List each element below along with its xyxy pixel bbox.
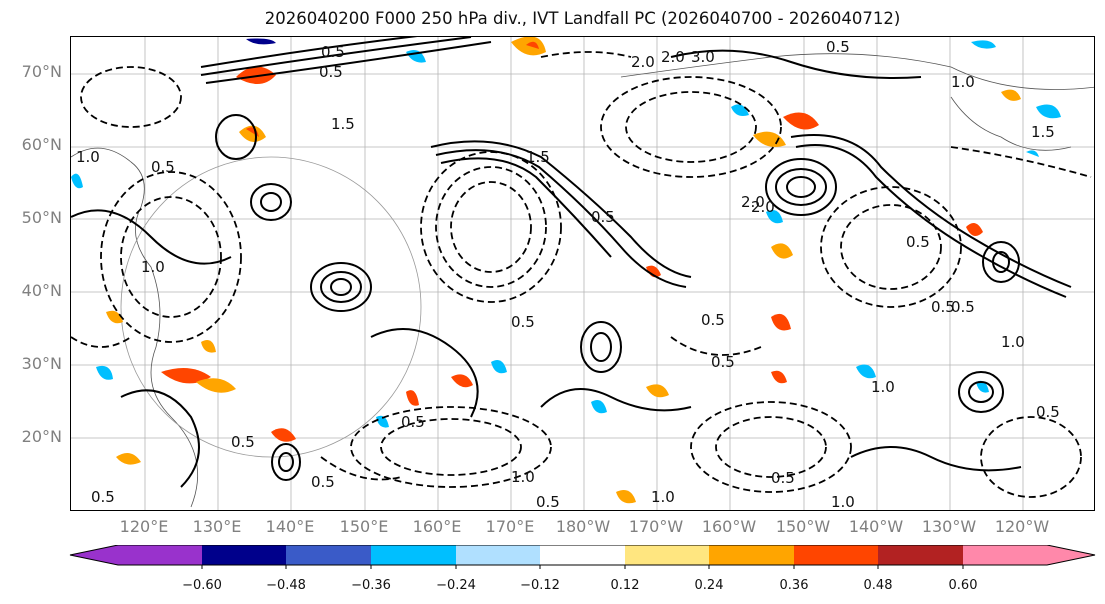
contour-label: 1.0	[141, 258, 165, 276]
gridlines	[71, 37, 1094, 510]
colorbar-segment	[202, 545, 286, 565]
colorbar-segment	[540, 545, 625, 565]
colorbar-segment	[456, 545, 540, 565]
contour-label: 1.0	[831, 493, 855, 511]
colorbar-tick-label: 0.48	[863, 578, 893, 593]
contour-label: 1.5	[1031, 123, 1055, 141]
colorbar-tick-label: 0.36	[779, 578, 809, 593]
contour-label: 1.0	[651, 488, 675, 506]
contour-label: 0.5	[511, 313, 535, 331]
dashed-contours	[71, 51, 1092, 498]
colorbar-segment	[118, 545, 202, 565]
contour-label: 2.0	[751, 198, 775, 216]
lat-label-40n: 40°N	[21, 281, 62, 300]
colorbar-segment	[878, 545, 963, 565]
colorbar-segment	[371, 545, 456, 565]
contour-label: 0.5	[311, 473, 335, 491]
contour-label: 1.0	[951, 73, 975, 91]
solid-contours	[71, 37, 1072, 488]
contour-label: 0.5	[231, 433, 255, 451]
contour-label: 2.0	[661, 48, 685, 66]
map-canvas: 0.5 1.0 1.5 2.0 0.5 1.5 2.0 0.5 1.0 0.5 …	[71, 37, 1094, 511]
contour-label: 0.5	[906, 233, 930, 251]
contour-label: 0.5	[151, 158, 175, 176]
contour-label: 1.0	[76, 148, 100, 166]
colorbar	[69, 545, 1096, 569]
lon-label-140e: 140°E	[265, 517, 315, 536]
lat-label-50n: 50°N	[21, 208, 62, 227]
colorbar-tick-label: 0.24	[694, 578, 724, 593]
lon-label-140w: 140°W	[848, 517, 904, 536]
contour-label: 1.5	[331, 115, 355, 133]
contour-label: 2.0	[631, 53, 655, 71]
contour-label: 0.5	[401, 413, 425, 431]
colorbar-extend-low	[70, 545, 118, 565]
contour-label: 2.0	[741, 193, 765, 211]
contour-label: 0.5	[771, 469, 795, 487]
lat-label-70n: 70°N	[21, 62, 62, 81]
lon-label-160w: 160°W	[701, 517, 757, 536]
colorbar-tick-label: 0.60	[948, 578, 978, 593]
lon-label-120w: 120°W	[994, 517, 1050, 536]
colorbar-tick-label: −0.48	[266, 578, 306, 593]
contour-label: 0.5	[951, 298, 975, 316]
lon-label-170w: 170°W	[628, 517, 684, 536]
map-area[interactable]: 0.5 1.0 1.5 2.0 0.5 1.5 2.0 0.5 1.0 0.5 …	[70, 36, 1095, 511]
contour-label: 0.5	[826, 38, 850, 56]
contour-label: 0.5	[711, 353, 735, 371]
colorbar-segment	[286, 545, 371, 565]
contour-label: 3.0	[691, 48, 715, 66]
lat-label-30n: 30°N	[21, 354, 62, 373]
colorbar-extend-high	[1047, 545, 1095, 565]
colorbar-segment	[709, 545, 794, 565]
colorbar-tick-label: −0.24	[436, 578, 476, 593]
contour-label: 0.5	[536, 493, 560, 511]
contour-label: 1.0	[1001, 333, 1025, 351]
colorbar-segment	[794, 545, 878, 565]
colorbar-segment	[963, 545, 1047, 565]
contour-label: 0.5	[1036, 403, 1060, 421]
colorbar-tick-label: −0.60	[182, 578, 222, 593]
lat-label-20n: 20°N	[21, 427, 62, 446]
lat-label-60n: 60°N	[21, 135, 62, 154]
lon-label-130w: 130°W	[921, 517, 977, 536]
lon-label-130e: 130°E	[192, 517, 242, 536]
chart-title: 2026040200 F000 250 hPa div., IVT Landfa…	[264, 9, 901, 28]
coastlines	[71, 53, 1094, 508]
lon-label-180w: 180°W	[555, 517, 611, 536]
contour-labels: 0.5 1.0 1.5 2.0 0.5 1.5 2.0 0.5 1.0 0.5 …	[76, 38, 1060, 511]
contour-label: 1.5	[526, 148, 550, 166]
contour-label: 0.5	[321, 43, 345, 61]
colorbar-tick-label: 0.12	[610, 578, 640, 593]
lon-label-120e: 120°E	[119, 517, 169, 536]
colorbar-segment	[625, 545, 709, 565]
contour-label: 0.5	[701, 311, 725, 329]
colorbar-tick-label: −0.36	[351, 578, 391, 593]
contour-label: 1.0	[511, 468, 535, 486]
lon-label-170e: 170°E	[485, 517, 535, 536]
contour-label: 0.5	[319, 63, 343, 81]
contour-label: 1.0	[871, 378, 895, 396]
lon-label-150w: 150°W	[775, 517, 831, 536]
divergence-shading	[71, 37, 1061, 504]
contour-label: 0.5	[91, 488, 115, 506]
contour-label: 0.5	[591, 208, 615, 226]
lon-label-160e: 160°E	[412, 517, 462, 536]
contour-label: 0.5	[931, 298, 955, 316]
lon-label-150e: 150°E	[339, 517, 389, 536]
colorbar-tick-label: −0.12	[520, 578, 560, 593]
